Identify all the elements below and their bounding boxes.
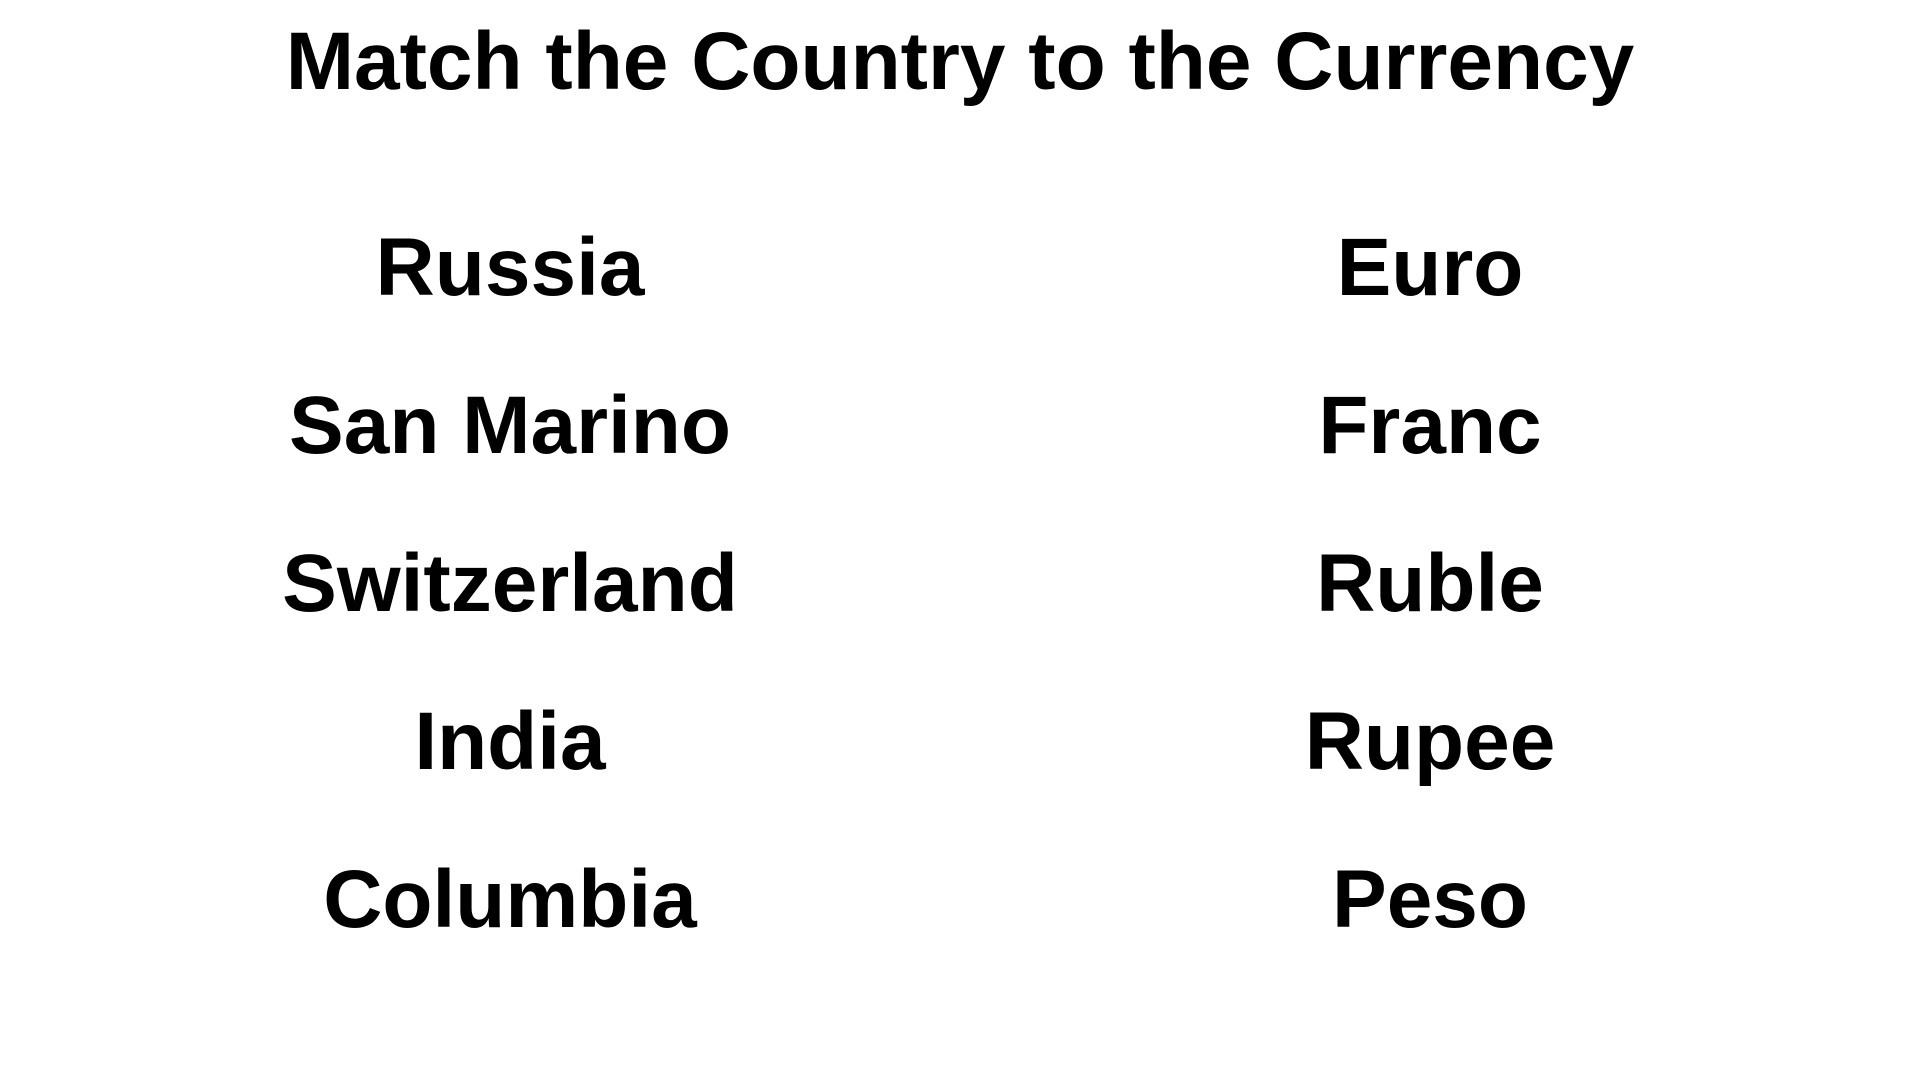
country-item: Russia — [375, 222, 645, 313]
currency-item: Peso — [1332, 854, 1528, 945]
currency-item: Rupee — [1304, 696, 1556, 787]
currency-item: Euro — [1336, 222, 1524, 313]
country-item: India — [414, 696, 606, 787]
currency-item: Ruble — [1316, 538, 1544, 629]
currency-item: Franc — [1318, 380, 1542, 471]
country-item: Switzerland — [282, 538, 738, 629]
country-item: San Marino — [289, 380, 731, 471]
currency-list: Euro Franc Ruble Rupee Peso — [980, 218, 1880, 1008]
page-title: Match the Country to the Currency — [285, 16, 1635, 107]
country-list: Russia San Marino Switzerland India Colu… — [60, 218, 960, 1008]
country-item: Columbia — [323, 854, 697, 945]
